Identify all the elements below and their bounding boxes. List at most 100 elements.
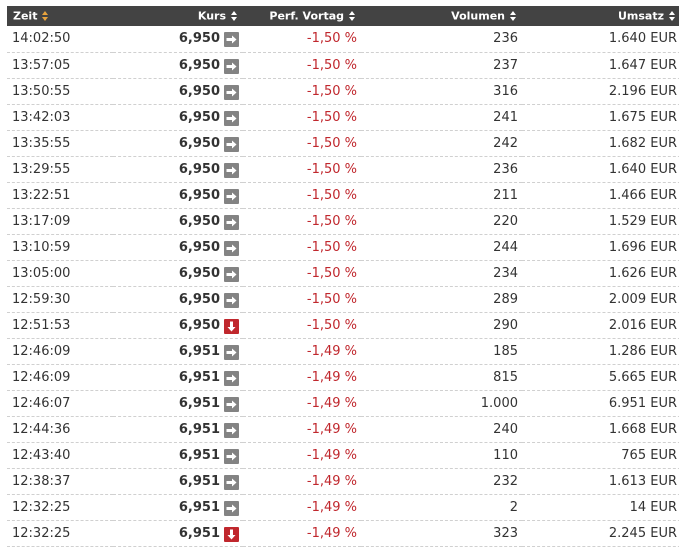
cell-kurs: 6,951 xyxy=(113,364,243,390)
cell-volumen: 815 xyxy=(493,369,518,385)
kurs-value: 6,950 xyxy=(178,109,220,125)
cell-perf-vortag: -1,49 % xyxy=(306,499,357,515)
cell-zeit: 12:46:09 xyxy=(12,369,71,385)
cell-perf-vortag: -1,49 % xyxy=(306,395,357,411)
cell-umsatz: 1.668 EUR xyxy=(608,421,677,437)
cell-volumen: 237 xyxy=(493,57,518,73)
arrow-right-icon xyxy=(224,84,239,100)
cell-zeit: 12:44:36 xyxy=(12,421,71,437)
cell-volumen: 290 xyxy=(493,317,518,333)
cell-umsatz: 6.951 EUR xyxy=(608,395,677,411)
cell-kurs: 6,950 xyxy=(113,312,243,338)
cell-kurs: 6,951 xyxy=(113,416,243,442)
sort-icon[interactable] xyxy=(349,10,357,22)
column-header-zeit[interactable]: Zeit xyxy=(7,6,113,26)
cell-volumen: 211 xyxy=(493,187,518,203)
cell-perf-vortag: -1,50 % xyxy=(306,83,357,99)
cell-umsatz: 1.640 EUR xyxy=(608,31,677,47)
kurs-value: 6,950 xyxy=(178,187,220,203)
column-header-label: Zeit xyxy=(13,9,38,23)
cell-zeit: 12:51:53 xyxy=(12,317,71,333)
cell-volumen: 185 xyxy=(493,343,518,359)
cell-umsatz: 1.529 EUR xyxy=(608,213,677,229)
kurs-value: 6,951 xyxy=(178,447,220,463)
arrow-right-icon xyxy=(224,474,239,490)
cell-perf-vortag: -1,50 % xyxy=(306,265,357,281)
cell-perf-vortag: -1,50 % xyxy=(306,317,357,333)
table-row: 13:05:00 6,950 -1,50 % 234 1.626 EUR xyxy=(7,260,679,286)
sort-icon[interactable] xyxy=(42,10,50,22)
cell-volumen: 110 xyxy=(493,447,518,463)
cell-zeit: 12:46:09 xyxy=(12,343,71,359)
arrow-right-icon xyxy=(224,162,239,178)
table-row: 12:43:40 6,951 -1,49 % 110 765 EUR xyxy=(7,442,679,468)
cell-umsatz: 1.675 EUR xyxy=(608,109,677,125)
cell-zeit: 13:35:55 xyxy=(12,135,71,151)
column-header-label: Umsatz xyxy=(617,9,664,23)
cell-kurs: 6,951 xyxy=(113,390,243,416)
cell-umsatz: 765 EUR xyxy=(621,447,677,463)
cell-zeit: 13:50:55 xyxy=(12,83,71,99)
arrow-right-icon xyxy=(224,396,239,412)
column-header-label: Kurs xyxy=(197,9,226,23)
table-row: 13:29:55 6,950 -1,50 % 236 1.640 EUR xyxy=(7,156,679,182)
table-row: 12:46:09 6,951 -1,49 % 815 5.665 EUR xyxy=(7,364,679,390)
cell-zeit: 12:32:25 xyxy=(12,499,71,515)
column-header-kurs[interactable]: Kurs xyxy=(113,6,243,26)
cell-perf-vortag: -1,49 % xyxy=(306,421,357,437)
cell-volumen: 220 xyxy=(493,213,518,229)
arrow-right-icon xyxy=(224,448,239,464)
cell-volumen: 323 xyxy=(493,525,518,541)
cell-perf-vortag: -1,49 % xyxy=(306,447,357,463)
cell-perf-vortag: -1,50 % xyxy=(306,239,357,255)
arrow-right-icon xyxy=(224,188,239,204)
table-header-row: Zeit Kurs Perf. Vortag Volumen Umsatz xyxy=(7,6,679,26)
cell-umsatz: 14 EUR xyxy=(629,499,677,515)
column-header-umsatz[interactable]: Umsatz xyxy=(522,6,679,26)
cell-zeit: 13:05:00 xyxy=(12,265,71,281)
cell-zeit: 12:32:25 xyxy=(12,525,71,541)
table-row: 12:51:53 6,950 -1,50 % 290 2.016 EUR xyxy=(7,312,679,338)
arrow-right-icon xyxy=(224,214,239,230)
table-row: 13:35:55 6,950 -1,50 % 242 1.682 EUR xyxy=(7,130,679,156)
cell-kurs: 6,950 xyxy=(113,234,243,260)
cell-volumen: 2 xyxy=(509,499,518,515)
cell-perf-vortag: -1,50 % xyxy=(306,57,357,73)
table-row: 12:32:25 6,951 -1,49 % 323 2.245 EUR xyxy=(7,520,679,546)
arrow-right-icon xyxy=(224,344,239,360)
cell-kurs: 6,950 xyxy=(113,208,243,234)
table-row: 13:22:51 6,950 -1,50 % 211 1.466 EUR xyxy=(7,182,679,208)
column-header-perf-vortag[interactable]: Perf. Vortag xyxy=(243,6,361,26)
cell-volumen: 236 xyxy=(493,161,518,177)
table-row: 12:44:36 6,951 -1,49 % 240 1.668 EUR xyxy=(7,416,679,442)
column-header-label: Perf. Vortag xyxy=(269,9,344,23)
table-row: 13:17:09 6,950 -1,50 % 220 1.529 EUR xyxy=(7,208,679,234)
column-header-volumen[interactable]: Volumen xyxy=(361,6,522,26)
cell-perf-vortag: -1,50 % xyxy=(306,161,357,177)
table-row: 13:57:05 6,950 -1,50 % 237 1.647 EUR xyxy=(7,52,679,78)
cell-kurs: 6,951 xyxy=(113,338,243,364)
sort-icon[interactable] xyxy=(669,10,677,22)
cell-zeit: 13:22:51 xyxy=(12,187,71,203)
cell-umsatz: 2.245 EUR xyxy=(608,525,677,541)
table-body: 14:02:50 6,950 -1,50 % 236 1.640 EUR 13:57:0… xyxy=(7,26,679,546)
column-header-label: Volumen xyxy=(451,9,505,23)
sort-icon[interactable] xyxy=(510,10,518,22)
cell-umsatz: 2.009 EUR xyxy=(608,291,677,307)
cell-zeit: 13:17:09 xyxy=(12,213,71,229)
table-row: 12:46:07 6,951 -1,49 % 1.000 6.951 EUR xyxy=(7,390,679,416)
sort-icon[interactable] xyxy=(231,10,239,22)
arrow-right-icon xyxy=(224,266,239,282)
kurs-value: 6,950 xyxy=(178,239,220,255)
trades-table: Zeit Kurs Perf. Vortag Volumen Umsatz 14… xyxy=(7,6,679,547)
kurs-value: 6,951 xyxy=(178,369,220,385)
cell-kurs: 6,950 xyxy=(113,286,243,312)
cell-umsatz: 2.016 EUR xyxy=(608,317,677,333)
table-row: 14:02:50 6,950 -1,50 % 236 1.640 EUR xyxy=(7,26,679,52)
cell-volumen: 289 xyxy=(493,291,518,307)
cell-perf-vortag: -1,50 % xyxy=(306,31,357,47)
table-row: 12:32:25 6,951 -1,49 % 2 14 EUR xyxy=(7,494,679,520)
arrow-right-icon xyxy=(224,370,239,386)
cell-kurs: 6,951 xyxy=(113,520,243,546)
kurs-value: 6,951 xyxy=(178,343,220,359)
